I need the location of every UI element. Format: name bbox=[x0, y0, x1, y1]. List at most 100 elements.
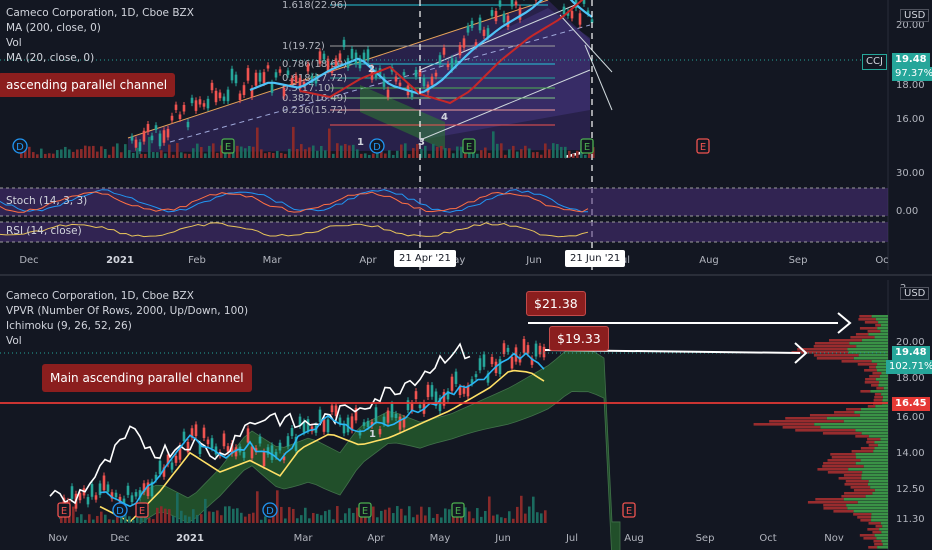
volume-profile-row-up bbox=[880, 522, 888, 525]
candle bbox=[298, 77, 302, 89]
candle bbox=[334, 58, 338, 68]
candle bbox=[470, 20, 474, 28]
volume-profile-row-down bbox=[859, 534, 875, 537]
dividend-icon[interactable] bbox=[262, 502, 278, 518]
candle bbox=[466, 385, 470, 397]
candle bbox=[442, 392, 446, 406]
candle bbox=[326, 419, 330, 433]
volume-profile-row-down bbox=[817, 468, 849, 471]
dividend-icon[interactable] bbox=[369, 138, 385, 154]
candle bbox=[418, 404, 422, 409]
earnings-icon[interactable] bbox=[696, 138, 710, 154]
candle bbox=[510, 357, 514, 369]
volume-bar bbox=[88, 146, 91, 158]
candle bbox=[342, 39, 346, 48]
candle bbox=[206, 98, 210, 109]
volume-profile-row-down bbox=[850, 486, 871, 489]
earnings-icon[interactable] bbox=[580, 138, 594, 154]
volume-bar bbox=[324, 511, 327, 523]
dividend-icon[interactable] bbox=[112, 502, 128, 518]
candle bbox=[322, 419, 326, 432]
earnings-icon[interactable] bbox=[622, 502, 636, 518]
dividend-icon[interactable] bbox=[12, 138, 28, 154]
volume-bar bbox=[308, 147, 311, 158]
volume-bar bbox=[512, 145, 515, 158]
top-legend-ma200[interactable]: MA (200, close, 0) bbox=[6, 22, 101, 34]
volume-bar bbox=[436, 513, 439, 523]
volume-bar bbox=[92, 145, 95, 158]
volume-bar bbox=[64, 146, 67, 158]
bottom-legend-ichimoku[interactable]: Ichimoku (9, 26, 52, 26) bbox=[6, 320, 132, 332]
volume-bar bbox=[496, 514, 499, 523]
volume-profile-row-down bbox=[841, 360, 872, 363]
candle bbox=[190, 97, 194, 104]
top-currency-button[interactable]: USD bbox=[900, 9, 930, 22]
volume-bar bbox=[528, 148, 531, 158]
candle bbox=[202, 427, 206, 438]
volume-profile-row-up bbox=[854, 411, 888, 414]
volume-profile-row-down bbox=[875, 324, 881, 327]
volume-bar bbox=[100, 146, 103, 158]
top-legend-symbol[interactable]: Cameco Corporation, 1D, Cboe BZX bbox=[6, 7, 194, 19]
volume-bar bbox=[96, 515, 99, 523]
event-marker-label: E bbox=[584, 142, 590, 153]
volume-profile-row-down bbox=[865, 378, 876, 381]
volume-bar bbox=[288, 507, 291, 523]
candle bbox=[586, 10, 590, 14]
candle bbox=[454, 59, 458, 66]
volume-bar bbox=[336, 506, 339, 523]
bottom-currency-button[interactable]: USD bbox=[900, 287, 930, 300]
volume-bar bbox=[448, 148, 451, 158]
volume-profile-row-down bbox=[844, 483, 868, 486]
volume-profile-row-down bbox=[807, 501, 858, 504]
earnings-icon[interactable] bbox=[221, 138, 235, 154]
volume-bar bbox=[212, 143, 215, 158]
earnings-icon[interactable] bbox=[57, 502, 71, 518]
earnings-icon[interactable] bbox=[135, 502, 149, 518]
volume-profile-row-up bbox=[861, 432, 888, 435]
volume-bar bbox=[552, 143, 555, 158]
volume-bar bbox=[244, 516, 247, 523]
candle bbox=[590, 19, 594, 23]
green-wedge bbox=[360, 85, 445, 150]
wave-label-1: 1 bbox=[357, 137, 364, 148]
volume-profile-row-down bbox=[867, 405, 876, 408]
stoch-legend[interactable]: Stoch (14, 3, 3) bbox=[6, 195, 88, 207]
candle bbox=[270, 445, 274, 460]
event-marker-label: E bbox=[700, 142, 706, 153]
wave-label-4: 4 bbox=[441, 112, 448, 123]
earnings-icon[interactable] bbox=[462, 138, 476, 154]
earnings-icon[interactable] bbox=[358, 502, 372, 518]
volume-bar bbox=[280, 152, 283, 158]
volume-bar bbox=[572, 153, 575, 158]
wave-label-3: 3 bbox=[418, 137, 425, 148]
volume-bar bbox=[192, 509, 195, 523]
bottom-legend-vpvr[interactable]: VPVR (Number Of Rows, 2000, Up/Down, 100… bbox=[6, 305, 249, 317]
volume-bar bbox=[148, 136, 151, 158]
volume-bar bbox=[48, 153, 51, 158]
top-legend-vol[interactable]: Vol bbox=[6, 37, 22, 49]
volume-profile-row-up bbox=[880, 438, 888, 441]
bot-ytick-20: 20.00 bbox=[896, 337, 925, 348]
volume-profile-row-down bbox=[814, 342, 850, 345]
volume-bar bbox=[532, 152, 535, 158]
earnings-icon[interactable] bbox=[451, 502, 465, 518]
candle bbox=[358, 432, 362, 436]
top-legend-ma20[interactable]: MA (20, close, 0) bbox=[6, 52, 95, 64]
bottom-xtick: May bbox=[430, 533, 451, 544]
bottom-legend-symbol[interactable]: Cameco Corporation, 1D, Cboe BZX bbox=[6, 290, 194, 302]
volume-bar bbox=[164, 153, 167, 158]
volume-profile-row-down bbox=[869, 366, 876, 369]
volume-profile-row-down bbox=[868, 444, 878, 447]
volume-bar bbox=[260, 519, 263, 523]
rsi-legend[interactable]: RSI (14, close) bbox=[6, 225, 82, 237]
candle bbox=[530, 358, 534, 365]
bottom-legend-vol[interactable]: Vol bbox=[6, 335, 22, 347]
volume-profile-row-down bbox=[795, 429, 856, 432]
candle bbox=[162, 130, 166, 143]
tenkan-line bbox=[99, 352, 545, 508]
candle bbox=[406, 400, 410, 411]
volume-bar bbox=[444, 508, 447, 523]
candle bbox=[270, 82, 274, 93]
volume-bar bbox=[108, 154, 111, 158]
